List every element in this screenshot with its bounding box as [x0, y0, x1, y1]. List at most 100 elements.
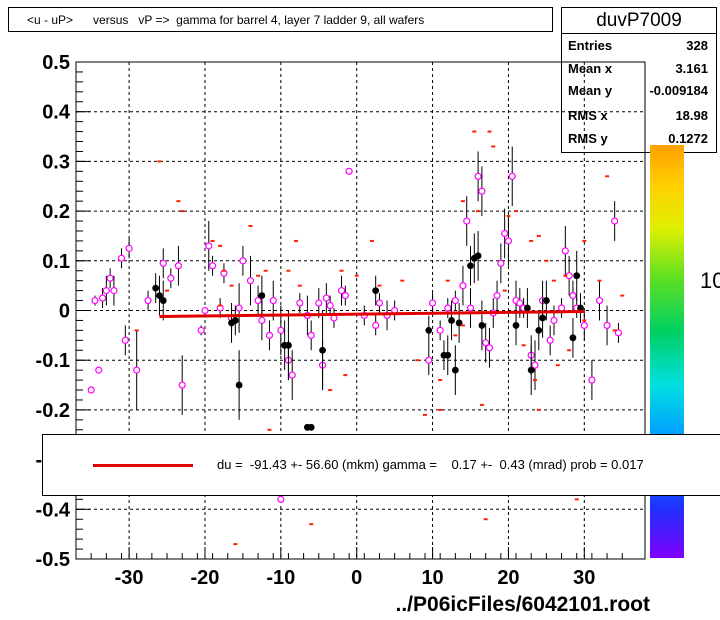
data-point: [110, 287, 118, 295]
data-point: [478, 322, 486, 329]
data-point: [277, 326, 285, 334]
legend-fit-text: du = -91.43 +- 56.60 (mkm) gamma = 0.17 …: [217, 457, 644, 472]
data-point: [117, 254, 126, 262]
data-point: [152, 284, 160, 292]
data-point: [428, 299, 437, 307]
data-point: [277, 495, 285, 503]
stat-value: 18.98: [675, 108, 708, 123]
stat-row-rms-y: RMS y 0.1272: [568, 128, 708, 150]
x-tick-label: -20: [191, 567, 220, 589]
data-point: [231, 317, 239, 324]
data-point: [611, 217, 619, 225]
data-point: [535, 326, 543, 334]
data-point: [425, 326, 433, 334]
y-tick-label: 0.5: [42, 52, 70, 74]
x-tick-label: -30: [115, 567, 144, 589]
data-point: [444, 304, 452, 312]
data-point: [156, 292, 163, 299]
data-point: [258, 292, 266, 299]
data-point: [167, 274, 175, 282]
data-point: [425, 356, 433, 364]
data-point: [375, 299, 384, 307]
data-point: [451, 296, 459, 305]
data-point: [285, 341, 292, 349]
y-tick-label: 0.4: [42, 102, 71, 124]
data-point: [341, 291, 349, 300]
data-point: [307, 331, 315, 339]
data-point: [516, 299, 524, 307]
stat-row-mean-x: Mean x 3.161: [568, 58, 708, 80]
data-point: [463, 217, 471, 225]
stat-label: Mean y: [568, 83, 613, 98]
data-point: [144, 296, 152, 305]
data-point: [288, 371, 296, 379]
data-point: [201, 306, 209, 315]
data-point: [501, 229, 509, 238]
data-point: [478, 187, 486, 195]
y-tick-label: -0.4: [36, 499, 71, 521]
data-point: [106, 274, 114, 282]
data-point: [372, 287, 380, 295]
data-point: [174, 262, 183, 270]
data-point: [485, 344, 494, 352]
data-point: [372, 321, 380, 330]
data-point: [258, 316, 266, 325]
legend-fit-line: [93, 464, 193, 467]
data-point: [102, 287, 110, 295]
y-tick-label: 0.3: [42, 151, 70, 173]
stat-label: RMS x: [568, 108, 608, 123]
data-point: [345, 167, 353, 175]
data-point: [269, 296, 277, 305]
x-tick-label: 30: [573, 567, 595, 589]
data-point: [580, 321, 588, 330]
data-point: [444, 351, 452, 359]
stat-label: Entries: [568, 38, 613, 53]
data-point: [197, 326, 205, 334]
data-point: [474, 252, 482, 260]
data-point: [539, 314, 546, 322]
stat-row-rms-x: RMS x 18.98: [568, 105, 708, 127]
data-point: [326, 301, 334, 310]
data-point: [254, 296, 262, 305]
data-point: [205, 242, 213, 250]
y-tick-label: -0.5: [36, 549, 70, 571]
data-point: [239, 257, 247, 265]
data-point: [467, 262, 474, 270]
data-point: [95, 366, 103, 374]
data-point: [235, 304, 243, 312]
data-point: [550, 316, 558, 325]
data-point: [265, 331, 274, 339]
data-point: [178, 381, 186, 389]
data-point: [546, 336, 554, 344]
data-point: [466, 304, 475, 312]
data-point: [557, 304, 566, 312]
data-point: [603, 321, 611, 330]
stats-title: duvP7009: [562, 8, 716, 34]
data-point: [208, 262, 217, 270]
x-tick-label: 20: [497, 567, 519, 589]
color-scale-bar: [650, 145, 684, 558]
data-point: [319, 346, 326, 354]
y-tick-label: -0.2: [36, 400, 70, 422]
data-point: [296, 299, 304, 307]
y-tick-label: 0: [59, 301, 70, 323]
data-point: [595, 296, 604, 305]
data-point: [474, 172, 482, 180]
y-tick-label: 0.1: [42, 251, 70, 273]
x-tick-label: 10: [421, 567, 443, 589]
data-point: [246, 277, 255, 285]
data-point: [497, 259, 505, 267]
data-point: [87, 386, 95, 394]
y-tick-label: 0.2: [42, 201, 70, 223]
data-point: [459, 282, 467, 290]
data-point: [337, 287, 346, 295]
stat-value: 328: [686, 38, 708, 53]
fit-legend: du = -91.43 +- 56.60 (mkm) gamma = 0.17 …: [42, 434, 720, 496]
data-point: [482, 339, 490, 347]
data-point: [569, 291, 577, 300]
data-point: [531, 361, 539, 369]
data-point: [235, 381, 243, 389]
data-point: [508, 172, 516, 180]
fit-line: [159, 309, 585, 318]
